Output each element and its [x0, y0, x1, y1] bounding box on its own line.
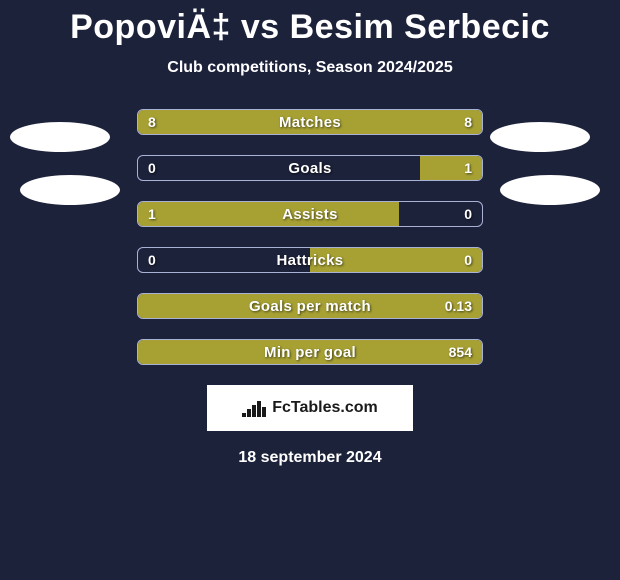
stat-row: Goals per match0.13 [137, 293, 483, 319]
page-title: PopoviÄ‡ vs Besim Serbecic [0, 0, 620, 47]
bar-chart-icon [242, 399, 266, 417]
stat-fill-left [138, 110, 310, 134]
player-ellipse-icon [500, 175, 600, 205]
stat-row: Matches88 [137, 109, 483, 135]
stat-fill-left [138, 202, 399, 226]
stat-row: Hattricks00 [137, 247, 483, 273]
stat-value-left: 0 [148, 248, 156, 272]
stat-value-left: 0 [148, 156, 156, 180]
date-footer: 18 september 2024 [0, 449, 620, 467]
player-ellipse-icon [20, 175, 120, 205]
stat-fill-left [138, 340, 482, 364]
stat-fill-right [310, 248, 482, 272]
stat-fill-left [138, 294, 482, 318]
stat-bars: Matches88 Goals01 Assists10 Hattricks00 Goal… [137, 109, 483, 365]
player-ellipse-icon [10, 122, 110, 152]
source-badge: FcTables.com [207, 385, 413, 431]
stat-row: Min per goal854 [137, 339, 483, 365]
stat-value-right: 0 [464, 202, 472, 226]
stat-row: Goals01 [137, 155, 483, 181]
comparison-chart: Matches88 Goals01 Assists10 Hattricks00 Goal… [0, 109, 620, 365]
player-ellipse-icon [490, 122, 590, 152]
stat-fill-right [420, 156, 482, 180]
stat-fill-right [310, 110, 482, 134]
page-subtitle: Club competitions, Season 2024/2025 [0, 59, 620, 77]
stat-row: Assists10 [137, 201, 483, 227]
source-text: FcTables.com [272, 399, 378, 417]
